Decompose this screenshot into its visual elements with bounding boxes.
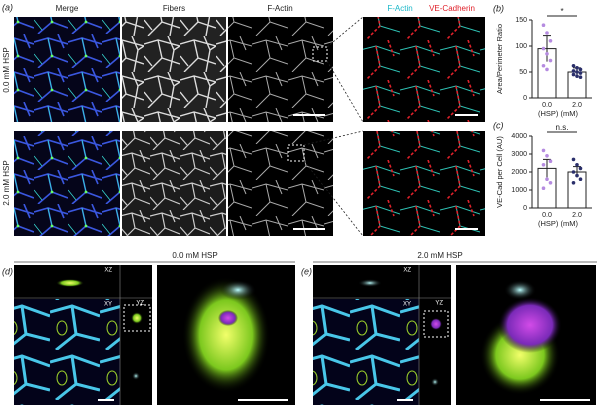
data-point <box>578 67 583 72</box>
data-point <box>575 66 579 70</box>
signal <box>358 279 382 287</box>
data-point <box>575 173 579 178</box>
panel-label: (c) <box>493 120 504 130</box>
data-point <box>541 148 546 153</box>
data-point <box>571 69 576 73</box>
zoom-box <box>123 304 151 332</box>
x-axis-label: (HSP) (mM) <box>538 219 578 228</box>
column-header: Merge <box>56 4 79 13</box>
panel-label: (d) <box>2 266 13 276</box>
data-point <box>545 52 549 56</box>
signal <box>431 378 439 386</box>
signal <box>56 279 84 287</box>
section-title: 0.0 mM HSP <box>172 251 217 260</box>
view-label: XY <box>403 302 411 308</box>
data-point <box>545 67 549 72</box>
zoom-box <box>312 46 328 62</box>
data-point <box>575 74 579 78</box>
x-tick-label: 0.0 <box>542 102 552 109</box>
data-point <box>578 75 583 79</box>
signal <box>132 372 140 380</box>
row-label: 0.0 mM HSP <box>2 47 11 92</box>
y-tick-label: 100 <box>515 43 527 50</box>
zoom-box <box>423 310 449 338</box>
data-point <box>545 154 549 158</box>
column-header: Fibers <box>163 4 185 13</box>
data-point <box>548 58 553 63</box>
data-point <box>541 46 546 51</box>
x-axis-label: (HSP) (mM) <box>538 109 578 118</box>
data-point <box>571 63 576 68</box>
micrograph <box>122 17 226 122</box>
micrograph <box>363 131 485 236</box>
panel-label: (b) <box>493 3 504 13</box>
stain-label: F-Actin <box>387 4 412 13</box>
data-point <box>571 72 576 77</box>
x-tick-label: 2.0 <box>572 212 582 219</box>
data-point <box>541 63 546 68</box>
data-point <box>548 159 553 163</box>
micrograph <box>14 131 120 236</box>
micrograph <box>363 17 485 122</box>
data-point <box>541 23 546 28</box>
data-point <box>545 31 549 35</box>
view-label: XZ <box>403 268 411 274</box>
view-label: XZ <box>104 268 112 274</box>
view-label: YZ <box>136 301 144 307</box>
y-tick-label: 0 <box>523 205 527 212</box>
view-label: XY <box>104 302 112 308</box>
signal <box>220 280 256 300</box>
panel-label: (a) <box>2 2 13 12</box>
micrograph <box>313 299 419 405</box>
y-tick-label: 50 <box>519 69 527 76</box>
data-point <box>548 39 553 43</box>
data-point <box>545 177 549 181</box>
micrograph <box>228 17 333 122</box>
y-tick-label: 4000 <box>511 133 527 140</box>
micrograph <box>14 299 120 405</box>
row-label: 2.0 mM HSP <box>2 160 11 205</box>
significance: * <box>560 7 563 16</box>
view-label: YZ <box>435 301 443 307</box>
significance: n.s. <box>556 123 569 132</box>
data-point <box>571 170 576 174</box>
data-point <box>578 71 583 75</box>
data-point <box>541 163 546 167</box>
y-axis-label: Area/Perimeter Ratio <box>495 24 504 94</box>
stain-label: VE-Cadherin <box>429 4 475 13</box>
y-tick-label: 150 <box>515 17 527 24</box>
data-point <box>571 157 576 162</box>
y-tick-label: 1000 <box>511 187 527 194</box>
signal <box>430 318 442 330</box>
y-tick-label: 2000 <box>511 169 527 176</box>
x-tick-label: 2.0 <box>572 102 582 109</box>
zoom-box <box>287 144 305 162</box>
data-point <box>575 163 579 167</box>
x-tick-label: 0.0 <box>542 212 552 219</box>
signal <box>182 277 270 393</box>
panel-label: (e) <box>301 266 312 276</box>
y-tick-label: 3000 <box>511 151 527 158</box>
signal <box>504 280 536 300</box>
y-axis-label: VE-Cad per Cell (AU) <box>495 136 504 208</box>
data-point <box>575 70 579 74</box>
data-point <box>548 181 553 185</box>
data-point <box>541 186 546 190</box>
micrograph <box>228 131 333 236</box>
section-title: 2.0 mM HSP <box>417 251 462 260</box>
micrograph <box>122 131 226 236</box>
column-header: F-Actin <box>267 4 292 13</box>
data-point <box>578 166 583 171</box>
signal <box>131 312 143 324</box>
data-point <box>578 177 583 181</box>
data-point <box>571 181 576 185</box>
signal <box>498 297 562 353</box>
micrograph <box>14 17 120 122</box>
y-tick-label: 0 <box>523 95 527 102</box>
signal <box>218 310 238 326</box>
